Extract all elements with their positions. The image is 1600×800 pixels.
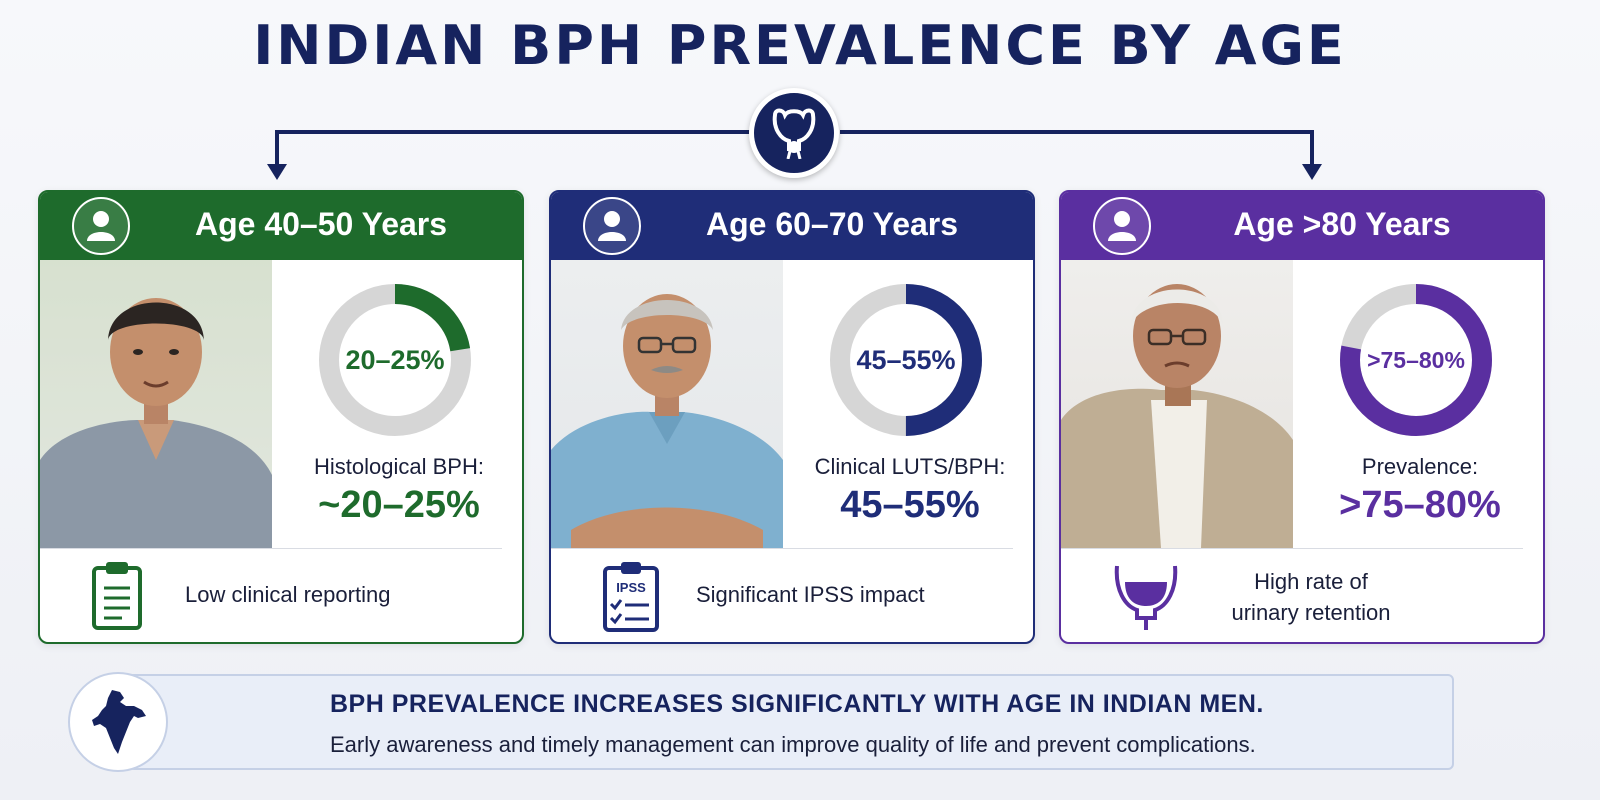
footer-note: Low clinical reporting — [185, 582, 391, 607]
metric-value: 45–55% — [840, 484, 980, 526]
footer-line-1: High rate of — [1254, 569, 1368, 594]
age-card-60-70: Age 60–70 Years 45–55% Clinical LUTS/BPH… — [549, 190, 1035, 644]
prevalence-donut: 20–25% — [315, 280, 475, 440]
divider — [551, 548, 1013, 549]
card-header: Age 40–50 Years — [40, 192, 522, 260]
donut-arc — [830, 284, 982, 436]
age-card-80-plus: Age >80 Years >75–80% Prevalence: >75–80… — [1059, 190, 1545, 644]
clipboard-icon — [90, 560, 144, 637]
divider — [40, 548, 502, 549]
footer-note: High rate of urinary retention — [1211, 566, 1411, 628]
card-heading: Age 40–50 Years — [194, 206, 448, 242]
india-map-icon — [68, 672, 168, 772]
prevalence-donut: 45–55% — [826, 280, 986, 440]
ipss-icon-text: IPSS — [616, 580, 646, 595]
footer-note: Significant IPSS impact — [696, 582, 925, 607]
donut-label: 45–55% — [856, 345, 956, 375]
bladder-icon — [1111, 560, 1181, 637]
donut-label: 20–25% — [345, 345, 445, 375]
metric-label: Histological BPH: — [314, 454, 484, 479]
summary-banner: BPH PREVALENCE INCREASES SIGNIFICANTLY W… — [128, 674, 1454, 770]
card-heading: Age >80 Years — [1233, 206, 1451, 242]
branch-connector — [267, 130, 1322, 180]
donut-arc — [1340, 284, 1492, 436]
ipss-checklist-icon: IPSS — [601, 560, 661, 639]
metric-label: Clinical LUTS/BPH: — [814, 454, 1006, 479]
banner-title: BPH PREVALENCE INCREASES SIGNIFICANTLY W… — [330, 690, 1264, 718]
card-header: Age 60–70 Years — [551, 192, 1033, 260]
man-portrait-image — [40, 260, 272, 548]
card-heading: Age 60–70 Years — [705, 206, 959, 242]
prevalence-donut: >75–80% — [1336, 280, 1496, 440]
donut-label: >75–80% — [1367, 347, 1465, 373]
page-title: INDIAN BPH PREVALENCE BY AGE — [253, 14, 1347, 77]
divider — [1061, 548, 1523, 549]
metric-label: Prevalence: — [1361, 454, 1479, 479]
user-icon — [72, 197, 130, 255]
age-card-40-50: Age 40–50 Years 20–25% Histological BPH:… — [38, 190, 524, 644]
metric-value: >75–80% — [1339, 484, 1501, 526]
user-icon — [583, 197, 641, 255]
banner-subtitle: Early awareness and timely management ca… — [330, 732, 1256, 757]
donut-arc — [319, 284, 471, 436]
footer-line-2: urinary retention — [1231, 600, 1391, 625]
man-portrait-image — [1061, 260, 1293, 548]
man-portrait-image — [551, 260, 783, 548]
metric-value: ~20–25% — [318, 484, 480, 526]
prostate-hub-icon — [749, 88, 839, 178]
user-icon — [1093, 197, 1151, 255]
card-header: Age >80 Years — [1061, 192, 1543, 260]
